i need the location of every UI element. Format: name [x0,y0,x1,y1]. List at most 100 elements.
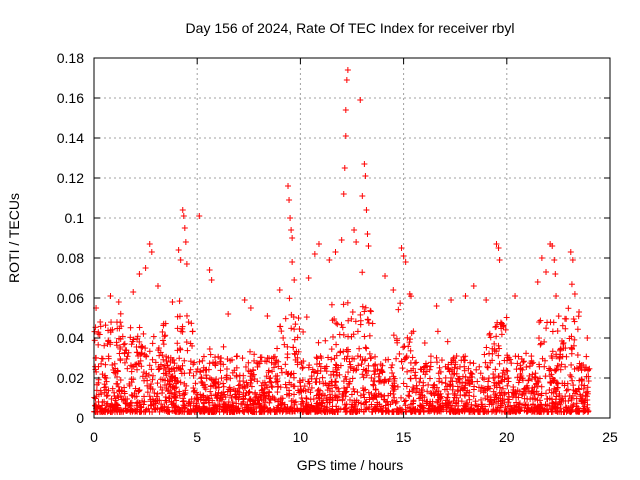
data-point [353,399,360,406]
data-point [128,368,135,375]
x-axis-label: GPS time / hours [297,457,404,473]
y-tick-label: 0.18 [57,50,84,66]
data-point [483,344,490,351]
data-point [193,368,200,375]
data-point [564,386,571,393]
y-axis-label: ROTI / TECUs [6,193,22,283]
data-point [159,328,166,335]
data-point [472,398,479,405]
data-point [561,382,568,389]
data-point [382,273,389,279]
data-point [362,356,369,363]
data-point [339,396,346,403]
data-point [455,408,462,415]
data-point [288,227,295,233]
data-point [570,342,577,349]
data-point [406,291,413,297]
data-point [121,388,128,395]
data-point [244,406,251,413]
data-point [410,397,417,404]
data-point [162,366,169,373]
data-point [484,363,491,370]
data-point [195,396,202,403]
data-point [389,369,396,376]
data-point [444,394,451,401]
data-point [257,354,264,361]
data-point [367,355,374,362]
data-point [192,380,199,387]
data-point [553,393,560,400]
data-point [220,343,227,350]
data-point [538,383,545,390]
data-point [286,197,293,203]
data-points [91,67,593,415]
data-point [213,395,220,402]
data-point [201,399,208,406]
data-point [291,326,298,333]
data-point [448,297,455,303]
data-point [419,386,426,393]
y-tick-label: 0.1 [65,210,85,226]
data-point [534,383,541,390]
data-point [299,398,306,405]
data-point [445,390,452,397]
data-point [114,368,121,375]
y-tick-label: 0.08 [57,250,84,266]
data-point [510,390,517,397]
data-point [496,360,503,367]
data-point [560,341,567,348]
data-point [252,389,259,396]
data-point [552,367,559,374]
data-point [113,402,120,409]
data-point [425,381,432,388]
data-point [223,405,230,412]
data-point [349,375,356,382]
data-point [537,317,544,324]
data-point [502,326,509,333]
data-point [357,97,364,103]
data-point [568,333,575,340]
data-point [342,133,349,139]
data-point [475,384,482,391]
data-point [486,398,493,405]
data-point [203,375,210,382]
data-point [390,332,397,339]
data-point [315,241,322,247]
x-tick-label: 10 [293,429,309,445]
data-point [486,331,493,338]
data-point [185,319,192,326]
data-point [427,401,434,408]
data-point [427,363,434,370]
data-point [578,376,585,383]
data-point [456,379,463,386]
data-point [136,271,143,277]
data-point [365,389,372,396]
data-point [555,313,562,320]
data-point [536,397,543,404]
data-point [485,378,492,385]
data-point [547,379,554,386]
data-point [156,397,163,404]
data-point [531,404,538,411]
data-point [379,362,386,369]
data-point [251,351,258,358]
data-point [149,376,156,383]
data-point [236,378,243,385]
data-point [345,346,352,353]
data-point [287,215,294,221]
data-point [364,231,371,237]
data-point [434,359,441,366]
data-point [329,333,336,340]
data-point [431,406,438,413]
data-point [569,377,576,384]
data-point [174,378,181,385]
data-point [531,384,538,391]
data-point [279,401,286,408]
data-point [149,372,156,379]
data-point [266,399,273,406]
data-point [421,394,428,401]
data-point [96,331,103,338]
data-point [166,408,173,415]
data-point [99,402,106,409]
